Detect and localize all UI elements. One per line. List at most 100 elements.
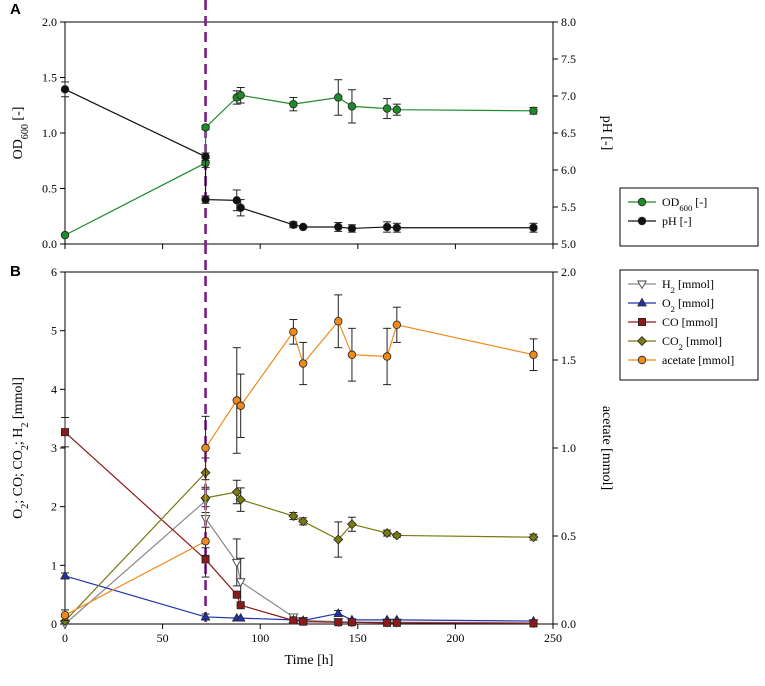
data-point-ph xyxy=(201,195,210,204)
legend-marker-ph xyxy=(637,216,647,226)
data-point-co2 xyxy=(298,516,309,527)
y-right-tick-label: 1.5 xyxy=(561,353,576,367)
y-right-tick-label: 2.0 xyxy=(561,265,576,279)
data-point-acetate xyxy=(334,317,343,326)
plot-frame xyxy=(64,21,554,245)
data-point-acetate xyxy=(347,350,357,359)
y-left-tick-label: 1.0 xyxy=(42,126,57,140)
series-line-co xyxy=(64,431,534,625)
legend-label-o2: O2 [mmol] xyxy=(662,296,714,314)
data-point-co2 xyxy=(231,487,242,497)
y-right-tick-label: 1.0 xyxy=(561,441,576,455)
y-left-tick-label: 5 xyxy=(51,324,57,338)
data-point-ph xyxy=(392,223,402,232)
y-left-tick-label: 1 xyxy=(51,558,57,572)
legend-marker-h2 xyxy=(637,280,647,290)
data-point-acetate xyxy=(392,320,402,329)
data-point-co xyxy=(334,618,343,627)
panel-a: A 0.0 0.5 1.0 1.5 2.0 5.0 5.5 6.0 6.5 7.0 7.5 8.0 OD6… xyxy=(10,0,759,251)
data-point-co xyxy=(392,618,401,627)
data-point-co2 xyxy=(60,616,70,627)
y-right-tick-label: 7.0 xyxy=(561,89,576,103)
data-point-od xyxy=(382,104,392,113)
y-left-tick-label: 2.0 xyxy=(42,15,57,29)
panel-label: A xyxy=(10,1,21,18)
panel-label: B xyxy=(10,263,21,280)
data-point-co2 xyxy=(235,494,246,505)
data-point-od xyxy=(289,99,298,109)
series-line-od xyxy=(64,94,534,236)
legend-marker-od xyxy=(637,197,647,207)
x-tick-label: 50 xyxy=(157,631,169,645)
panel-b: B 0 50 100 150 200 250 Time [h] 0 1 2 3 4 5 6 0.0 0.5 1.0… xyxy=(10,244,759,668)
data-point-acetate xyxy=(201,443,210,453)
x-tick-label: 100 xyxy=(251,631,269,645)
data-point-co xyxy=(236,601,245,610)
series-od xyxy=(60,79,538,240)
data-point-o2 xyxy=(60,570,70,580)
data-point-co xyxy=(299,617,308,626)
data-point-od xyxy=(392,105,402,114)
data-point-h2 xyxy=(231,558,242,568)
y-right-tick-label: 0.0 xyxy=(561,617,576,631)
data-point-co2 xyxy=(391,530,402,541)
data-point-co xyxy=(61,428,70,437)
x-tick-label: 0 xyxy=(62,631,68,645)
series-line-o2 xyxy=(64,575,534,622)
series-acetate xyxy=(60,294,538,621)
data-point-acetate xyxy=(529,350,538,359)
data-point-co xyxy=(383,618,392,627)
series-ph xyxy=(60,81,538,233)
x-tick-label: 250 xyxy=(544,631,562,645)
y-right-tick-label: 6.5 xyxy=(561,126,576,140)
series-co2 xyxy=(60,457,539,627)
legend-marker-co2 xyxy=(637,336,647,346)
data-point-co xyxy=(529,619,538,628)
legend: OD600 [-]pH [-] xyxy=(619,187,759,247)
data-point-co2 xyxy=(346,519,357,530)
data-point-co xyxy=(289,616,298,625)
data-point-h2 xyxy=(235,578,246,588)
data-point-ph xyxy=(298,222,308,232)
x-axis-label: Time [h] xyxy=(285,653,334,668)
data-point-acetate xyxy=(201,537,210,546)
series-h2 xyxy=(60,488,539,630)
data-point-co xyxy=(201,555,210,564)
legend-marker-acetate xyxy=(637,355,647,365)
y-left-tick-label: 6 xyxy=(51,265,57,279)
data-point-ph xyxy=(334,222,343,232)
y-left-tick-label: 0.5 xyxy=(42,182,57,196)
y-right-tick-label: 6.0 xyxy=(561,163,576,177)
data-point-co2 xyxy=(528,532,539,543)
data-point-o2 xyxy=(235,612,246,622)
data-point-acetate xyxy=(60,611,70,620)
legend-marker-co xyxy=(638,317,647,326)
y-left-tick-label: 4 xyxy=(51,382,57,396)
y-right-tick-label: 5.5 xyxy=(561,200,576,214)
data-point-co xyxy=(232,590,241,599)
data-point-od xyxy=(334,93,343,102)
legend-label-od: OD600 [-] xyxy=(662,195,707,213)
series-line-co2 xyxy=(64,471,534,622)
data-point-acetate xyxy=(298,359,308,368)
x-tick-label: 150 xyxy=(349,631,367,645)
data-point-ph xyxy=(60,85,70,94)
legend-label-h2: H2 [mmol] xyxy=(662,277,714,295)
legend-label-co2: CO2 [mmol] xyxy=(662,334,722,352)
legend-label-ph: pH [-] xyxy=(662,214,692,228)
data-point-ph xyxy=(232,196,241,205)
y-right-tick-label: 5.0 xyxy=(561,237,576,251)
data-point-od xyxy=(529,106,538,115)
legend-marker-o2 xyxy=(637,297,647,307)
data-point-ph xyxy=(529,223,538,232)
data-point-co2 xyxy=(333,534,344,545)
y-left-tick-label: 0 xyxy=(51,617,57,631)
data-point-o2 xyxy=(200,611,211,621)
series-co xyxy=(61,416,538,628)
data-point-od xyxy=(201,123,210,132)
data-point-od xyxy=(347,102,357,111)
data-point-co2 xyxy=(288,511,299,522)
data-point-ph xyxy=(201,152,210,161)
y-right-tick-label: 0.5 xyxy=(561,529,576,543)
